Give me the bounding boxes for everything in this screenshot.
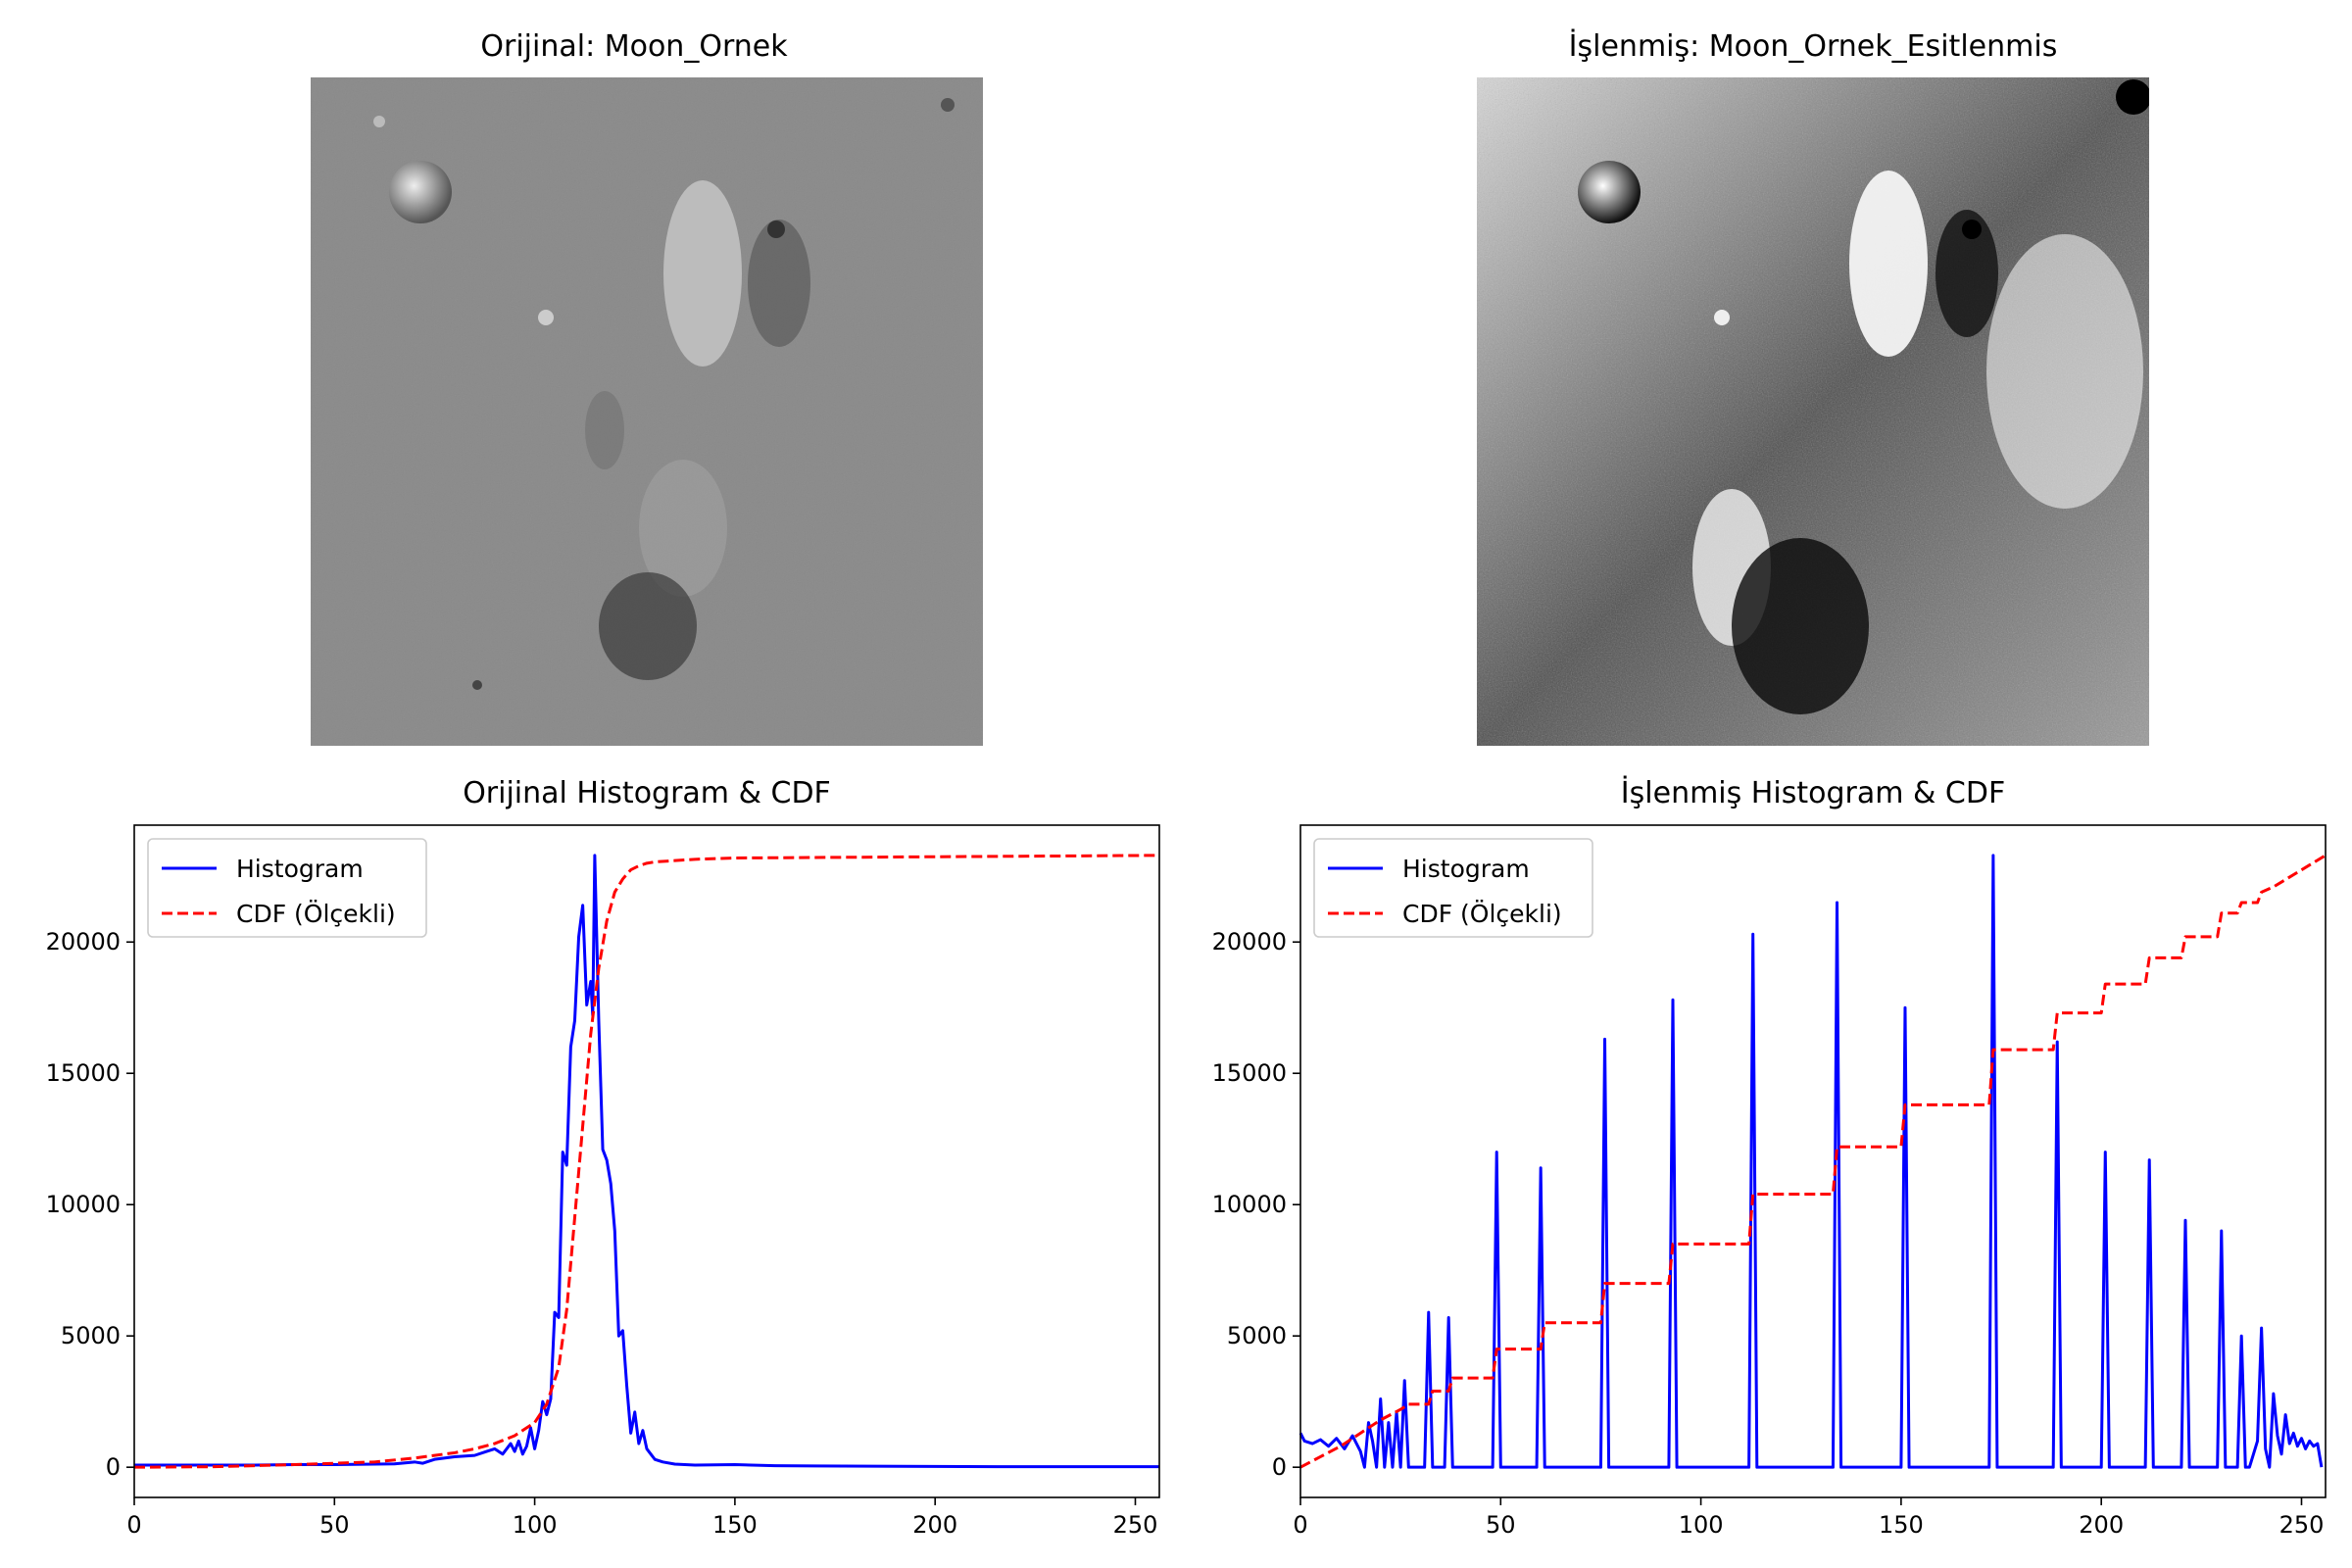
x-tick-label: 0 xyxy=(126,1511,141,1539)
original-image-title: Orijinal: Moon_Ornek xyxy=(480,29,788,64)
legend-label: CDF (Ölçekli) xyxy=(236,900,396,928)
y-tick-label: 10000 xyxy=(1212,1191,1287,1218)
y-tick-label: 15000 xyxy=(1212,1059,1287,1087)
y-tick-label: 10000 xyxy=(46,1191,121,1218)
x-tick-label: 0 xyxy=(1293,1511,1307,1539)
legend-label: CDF (Ölçekli) xyxy=(1402,900,1562,928)
chart-title: Orijinal Histogram & CDF xyxy=(463,776,831,810)
y-tick-label: 0 xyxy=(106,1453,121,1481)
plot-frame xyxy=(1299,824,2327,1498)
histogram-line xyxy=(134,854,1159,1469)
x-tick-label: 50 xyxy=(1486,1511,1516,1539)
x-tick-label: 100 xyxy=(513,1511,558,1539)
y-tick-label: 5000 xyxy=(61,1322,121,1349)
x-tick-label: 200 xyxy=(912,1511,957,1539)
x-tick-label: 150 xyxy=(712,1511,758,1539)
legend-label: Histogram xyxy=(1402,855,1530,883)
x-tick-label: 100 xyxy=(1679,1511,1724,1539)
chart-title: İşlenmiş Histogram & CDF xyxy=(1620,776,2006,810)
plot-frame xyxy=(133,824,1160,1498)
y-tick-label: 20000 xyxy=(46,928,121,956)
histogram-line xyxy=(1298,854,2324,1469)
y-tick-label: 20000 xyxy=(1212,928,1287,956)
legend-label: Histogram xyxy=(236,855,364,883)
processed-moon-image xyxy=(1477,77,2149,746)
y-tick-label: 15000 xyxy=(46,1059,121,1087)
cdf-line xyxy=(1299,854,2327,1469)
cdf-line xyxy=(133,854,1160,1469)
y-tick-label: 5000 xyxy=(1227,1322,1287,1349)
legend xyxy=(1313,838,1593,938)
x-tick-label: 200 xyxy=(2079,1511,2124,1539)
x-tick-label: 250 xyxy=(2279,1511,2325,1539)
x-tick-label: 150 xyxy=(1879,1511,1924,1539)
x-tick-label: 250 xyxy=(1113,1511,1158,1539)
original-moon-image xyxy=(311,77,983,746)
legend xyxy=(147,838,427,938)
x-tick-label: 50 xyxy=(319,1511,350,1539)
processed-image-title: İşlenmiş: Moon_Ornek_Esitlenmis xyxy=(1568,29,2058,64)
y-tick-label: 0 xyxy=(1272,1453,1287,1481)
